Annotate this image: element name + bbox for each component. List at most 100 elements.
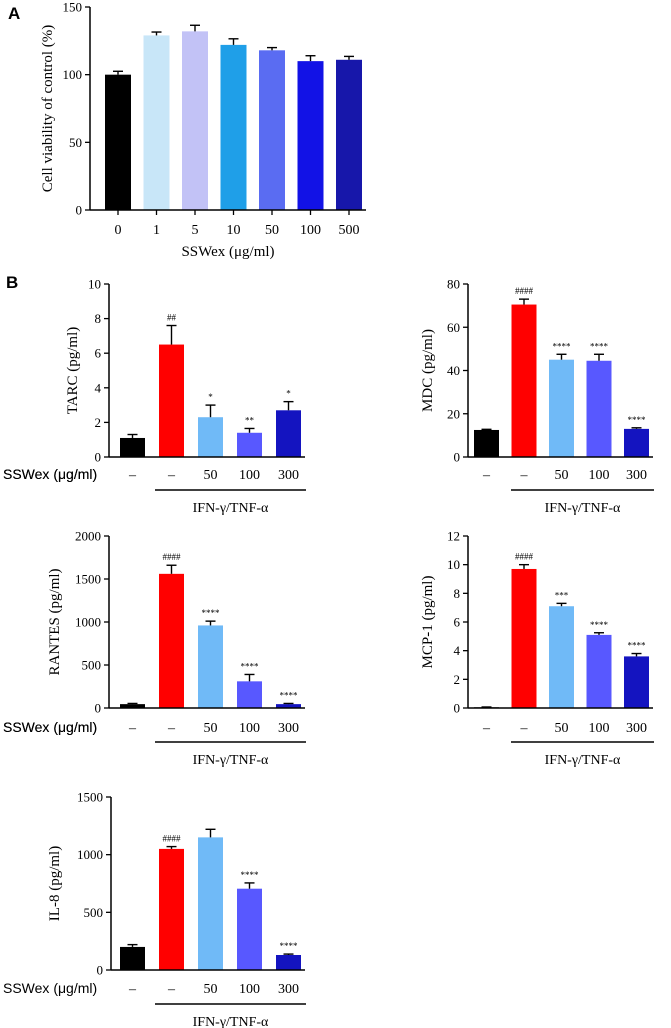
rantes-bar-2 [198, 625, 223, 708]
il8-dose-label-3: 100 [239, 982, 260, 997]
mdc-group-label: IFN-γ/TNF-α [545, 501, 621, 516]
tarc-dose-label-2: 50 [204, 468, 218, 483]
il8-bar-2 [198, 837, 223, 970]
rantes-bar-0 [120, 704, 145, 708]
mcp1-group-label: IFN-γ/TNF-α [545, 753, 621, 768]
il8-y-tick-label-2: 1000 [77, 847, 103, 862]
tarc-bar-3 [237, 432, 262, 457]
tarc-dose-label-4: 300 [278, 468, 299, 483]
viability-y-tick-label-0: 0 [76, 203, 83, 218]
viability-x-tick-label-1: 1 [153, 223, 160, 238]
tarc-significance-2: * [208, 392, 213, 402]
viability-x-axis-label: SSWex (μg/ml) [181, 244, 274, 260]
rantes-y-tick-label-4: 2000 [75, 529, 101, 544]
rantes-dose-label-2: 50 [204, 721, 218, 736]
tarc-dose-label-3: 100 [239, 468, 260, 483]
viability-y-tick-label-2: 100 [63, 67, 83, 82]
mdc-y-axis-label: MDC (pg/ml) [420, 329, 436, 412]
tarc-bar-2 [198, 417, 223, 457]
tarc-y-axis-label: TARC (pg/ml) [65, 327, 81, 415]
il8-dose-label-0: – [128, 982, 137, 997]
mdc-y-tick-label-4: 80 [447, 277, 460, 292]
viability-bar-2 [182, 31, 208, 210]
mcp1-significance-4: **** [628, 641, 647, 651]
mcp1-significance-1: #### [515, 552, 534, 562]
rantes-dose-label-0: – [128, 721, 137, 736]
il8-significance-4: **** [280, 941, 299, 951]
mdc-significance-4: **** [628, 415, 647, 425]
mdc-dose-label-3: 100 [589, 468, 610, 483]
panel-label-a: A [8, 4, 20, 23]
mcp1-row-label: SSWex (μg/ml) [3, 719, 97, 735]
tarc-significance-3: ** [245, 415, 255, 425]
mcp1-bar-1 [511, 568, 537, 708]
rantes-dose-label-3: 100 [239, 721, 260, 736]
rantes-group-label: IFN-γ/TNF-α [193, 753, 269, 768]
rantes-y-tick-label-0: 0 [95, 701, 102, 716]
tarc-bar-1 [159, 344, 184, 457]
mcp1-significance-3: **** [590, 620, 609, 630]
mdc-significance-1: #### [515, 286, 534, 296]
mdc-bar-3 [586, 360, 612, 457]
mcp1-dose-label-4: 300 [626, 721, 647, 736]
il8-y-tick-label-0: 0 [97, 963, 104, 978]
rantes-row-label: SSWex (μg/ml) [3, 719, 97, 735]
viability-bar-3 [220, 44, 247, 210]
rantes-dose-label-1: – [167, 721, 176, 736]
viability-bar-4 [259, 50, 285, 210]
mcp1-bar-4 [624, 656, 649, 708]
mdc-dose-label-2: 50 [555, 468, 569, 483]
viability-y-tick-label-3: 150 [63, 0, 83, 15]
mdc-y-tick-label-1: 20 [447, 406, 460, 421]
il8-dose-label-2: 50 [204, 982, 218, 997]
mdc-bar-0 [474, 429, 499, 457]
viability-x-tick-label-0: 0 [115, 223, 122, 238]
mdc-y-tick-label-0: 0 [454, 450, 461, 465]
mcp1-dose-label-2: 50 [555, 721, 569, 736]
il8-y-axis-label: IL-8 (pg/ml) [47, 846, 63, 921]
viability-y-axis-label: Cell viability of control (%) [40, 25, 56, 192]
tarc-bar-4 [276, 410, 301, 457]
il8-bar-4 [276, 955, 301, 970]
mcp1-y-tick-label-6: 12 [447, 529, 460, 544]
mcp1-bar-2 [549, 606, 574, 708]
mdc-bar-4 [624, 428, 649, 457]
mcp1-dose-label-3: 100 [589, 721, 610, 736]
il8-group-label: IFN-γ/TNF-α [193, 1015, 269, 1028]
mcp1-bar-3 [586, 634, 612, 708]
mcp1-y-tick-label-4: 8 [454, 586, 461, 601]
rantes-bar-3 [237, 681, 262, 708]
mdc-significance-2: **** [553, 341, 572, 351]
tarc-y-tick-label-1: 2 [95, 415, 102, 430]
tarc-y-tick-label-4: 8 [95, 311, 102, 326]
tarc-y-tick-label-2: 4 [95, 380, 102, 395]
tarc-dose-label-1: – [167, 468, 176, 483]
tarc-dose-label-0: – [128, 468, 137, 483]
tarc-y-tick-label-3: 6 [95, 346, 102, 361]
tarc-y-tick-label-5: 10 [88, 277, 101, 292]
mdc-dose-label-0: – [482, 468, 491, 483]
panel-label-b: B [6, 273, 18, 292]
tarc-significance-4: * [286, 389, 291, 399]
viability-x-tick-label-2: 5 [192, 223, 199, 238]
mcp1-y-tick-label-1: 2 [454, 672, 461, 687]
rantes-y-tick-label-3: 1500 [75, 572, 101, 587]
il8-y-tick-label-1: 500 [84, 905, 104, 920]
rantes-bar-1 [159, 573, 184, 708]
mcp1-y-tick-label-5: 10 [447, 557, 460, 572]
rantes-significance-4: **** [280, 690, 299, 700]
il8-bar-3 [237, 888, 262, 970]
il8-bar-0 [120, 946, 145, 970]
mcp1-y-tick-label-0: 0 [454, 701, 461, 716]
tarc-group-label: IFN-γ/TNF-α [193, 501, 269, 516]
viability-bar-1 [143, 35, 170, 210]
chart-il8: #### **** **** 0 500 1000 1500 IL-8 (pg/ml) SSWe… [3, 790, 306, 1028]
rantes-y-axis-label: RANTES (pg/ml) [47, 568, 63, 675]
chart-rantes: #### **** **** **** 0 500 1000 1500 2000 RANTES (… [3, 529, 306, 768]
il8-significance-3: **** [241, 870, 260, 880]
mdc-bar-1 [511, 304, 537, 457]
